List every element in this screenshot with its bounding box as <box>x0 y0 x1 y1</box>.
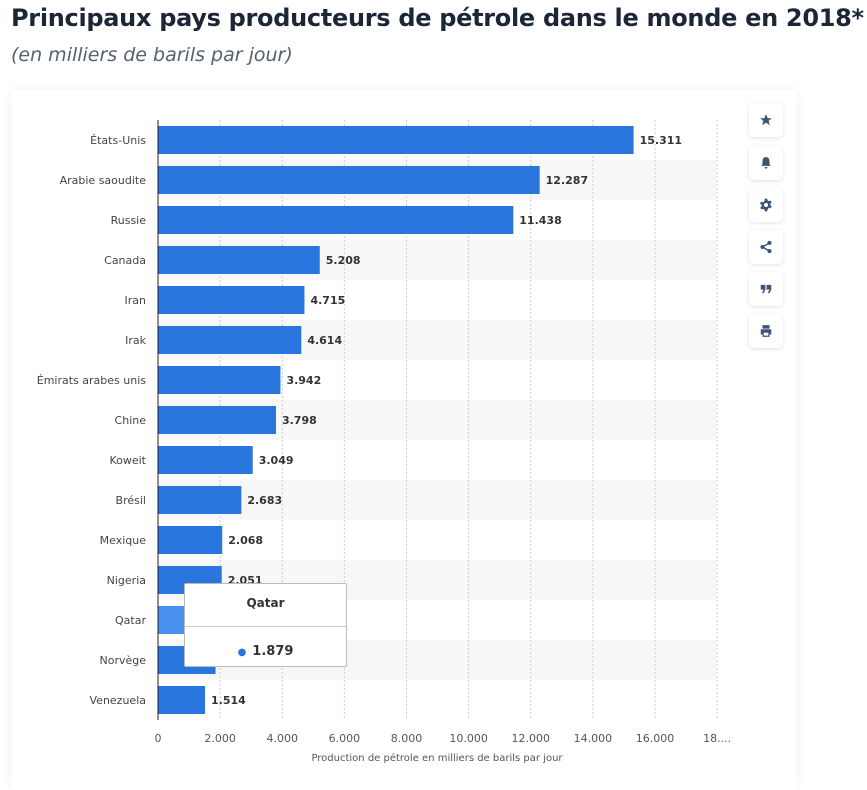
x-tick-label: 8.000 <box>391 732 423 745</box>
data-label: 11.438 <box>519 214 561 227</box>
x-axis-title: Production de pétrole en milliers de bar… <box>311 752 563 764</box>
data-label: 3.942 <box>286 374 321 387</box>
y-category-label: Émirats arabes unis <box>37 374 147 387</box>
favorite-button[interactable] <box>749 103 783 137</box>
bar-chart: 0 2.000 4.000 6.000 8.000 10.000 12.000 14.000 1… <box>37 120 731 764</box>
bar[interactable] <box>158 446 253 474</box>
data-label: 4.715 <box>310 294 345 307</box>
y-category-label: Irak <box>125 334 147 347</box>
share-icon <box>760 240 772 254</box>
x-tick-label: 6.000 <box>329 732 361 745</box>
quote-icon <box>760 284 772 294</box>
bar[interactable] <box>158 526 223 554</box>
data-label: 5.208 <box>326 254 361 267</box>
x-tick-label: 0 <box>155 732 162 745</box>
gear-icon <box>759 198 772 212</box>
tooltip-value: 1.879 <box>252 644 294 659</box>
data-label: 2.068 <box>228 534 263 547</box>
bar[interactable] <box>158 166 540 194</box>
share-button[interactable] <box>749 230 783 264</box>
series-dot-icon: ● <box>237 647 247 658</box>
y-category-label: Norvège <box>99 654 146 667</box>
y-category-label: Qatar <box>115 614 146 627</box>
notification-button[interactable] <box>749 146 783 180</box>
data-label: 15.311 <box>640 134 682 147</box>
bar[interactable] <box>158 286 305 314</box>
bell-icon <box>761 157 771 169</box>
star-icon <box>760 114 772 126</box>
tooltip-divider <box>185 626 346 627</box>
data-label: 3.049 <box>259 454 294 467</box>
x-tick-label: 10.000 <box>449 732 488 745</box>
bar[interactable] <box>158 686 206 714</box>
y-category-label: Russie <box>111 214 147 227</box>
x-tick-label: 12.000 <box>512 732 551 745</box>
bar[interactable] <box>158 366 281 394</box>
y-category-label: Arabie saoudite <box>60 174 147 187</box>
x-tick-label: 4.000 <box>267 732 299 745</box>
y-category-label: Iran <box>125 294 147 307</box>
tooltip: Qatar ● 1.879 <box>184 583 347 667</box>
bar[interactable] <box>158 206 514 234</box>
row-stripe <box>158 480 716 520</box>
x-tick-label: 18.... <box>703 732 731 745</box>
bar[interactable] <box>158 126 634 154</box>
bar[interactable] <box>158 246 320 274</box>
cite-button[interactable] <box>749 272 783 306</box>
tooltip-title: Qatar <box>246 596 285 610</box>
bar[interactable] <box>158 486 242 514</box>
y-category-label: Koweit <box>109 454 146 467</box>
bar[interactable] <box>158 406 276 434</box>
y-category-label: Brésil <box>116 494 146 507</box>
data-label: 3.798 <box>282 414 317 427</box>
y-category-label: Chine <box>115 414 147 427</box>
data-label: 1.514 <box>211 694 246 707</box>
x-tick-label: 2.000 <box>204 732 236 745</box>
chart-title: Principaux pays producteurs de pétrole d… <box>11 4 864 32</box>
y-category-label: Mexique <box>100 534 147 547</box>
data-label: 2.683 <box>247 494 282 507</box>
y-category-label: Venezuela <box>90 694 147 707</box>
print-button[interactable] <box>749 314 783 348</box>
bar[interactable] <box>158 326 302 354</box>
y-category-label: Canada <box>104 254 146 267</box>
x-tick-label: 14.000 <box>574 732 613 745</box>
data-label: 4.614 <box>307 334 342 347</box>
y-category-label: États-Unis <box>90 134 146 147</box>
settings-button[interactable] <box>749 188 783 222</box>
print-icon <box>760 325 772 337</box>
x-tick-label: 16.000 <box>636 732 675 745</box>
chart-subtitle: (en milliers de barils par jour) <box>11 44 293 66</box>
data-label: 12.287 <box>546 174 588 187</box>
y-category-label: Nigeria <box>107 574 146 587</box>
